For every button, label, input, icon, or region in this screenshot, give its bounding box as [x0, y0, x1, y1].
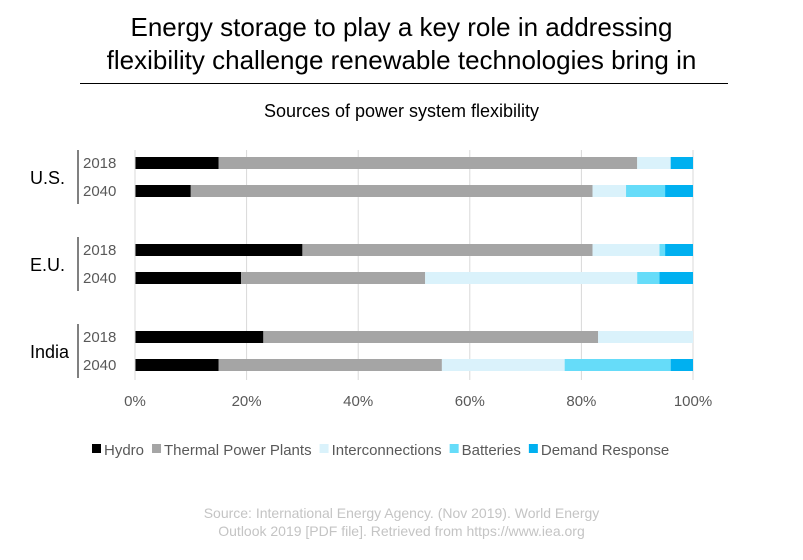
legend-label: Thermal Power Plants [164, 442, 312, 459]
title-line-1: Energy storage to play a key role in add… [130, 12, 673, 42]
group-label: U.S. [30, 168, 65, 188]
bar-segment-batteries [564, 359, 671, 371]
legend-swatch [528, 444, 538, 453]
row-label: 2018 [83, 329, 116, 346]
bar-chart: 0% 20% 40% 60% 80% 100% U.S. 2018 2040 E.U. 2018 20… [30, 150, 712, 459]
bar-segment-interconnections [592, 244, 660, 256]
bar-segment-thermal-power-plants [263, 331, 599, 343]
group-label: India [30, 342, 70, 362]
bar-segment-hydro [135, 244, 303, 256]
bar-segment-thermal-power-plants [218, 157, 638, 169]
row-label: 2040 [83, 270, 116, 287]
bar-segment-batteries [626, 185, 666, 197]
x-tick-label: 20% [232, 393, 262, 410]
bar-segment-hydro [135, 185, 191, 197]
legend-swatch [449, 444, 459, 453]
x-tick-label: 40% [343, 393, 373, 410]
bar-segment-demand-response [659, 272, 693, 284]
legend-label: Interconnections [332, 442, 442, 459]
x-tick-label: 0% [124, 393, 146, 410]
title-divider [80, 83, 728, 84]
group-label: E.U. [30, 255, 65, 275]
row-label: 2040 [83, 183, 116, 200]
bar-segment-interconnections [441, 359, 565, 371]
legend-swatch [319, 444, 329, 453]
x-tick-label: 60% [455, 393, 485, 410]
source-line-2: Outlook 2019 [PDF file]. Retrieved from … [218, 523, 585, 539]
x-tick-label: 100% [674, 393, 712, 410]
legend-swatch [92, 444, 101, 453]
bar-segment-batteries [637, 272, 660, 284]
row-label: 2040 [83, 357, 116, 374]
bar-segment-demand-response [670, 359, 693, 371]
row-label: 2018 [83, 155, 116, 172]
bar-segment-demand-response [670, 157, 693, 169]
x-tick-label: 80% [566, 393, 596, 410]
bar-segment-batteries [659, 244, 666, 256]
source-line-1: Source: International Energy Agency. (No… [203, 505, 600, 521]
bar-segment-thermal-power-plants [302, 244, 593, 256]
bar-segment-interconnections [637, 157, 671, 169]
bar-segment-thermal-power-plants [218, 359, 442, 371]
bar-segment-hydro [135, 272, 242, 284]
row-label: 2018 [83, 242, 116, 259]
bar-segment-thermal-power-plants [241, 272, 426, 284]
legend-swatch [152, 444, 162, 453]
bar-segment-interconnections [592, 185, 627, 197]
source-note: Source: International Energy Agency. (No… [0, 504, 803, 540]
bar-segment-demand-response [665, 185, 693, 197]
legend-label: Demand Response [541, 442, 669, 459]
title-line-2: flexibility challenge renewable technolo… [106, 45, 697, 75]
legend-label: Hydro [104, 442, 144, 459]
bar-segment-hydro [135, 331, 264, 343]
bar-segment-interconnections [598, 331, 693, 343]
bar-segment-hydro [135, 157, 219, 169]
legend-label: Batteries [462, 442, 521, 459]
bar-segment-interconnections [425, 272, 638, 284]
bar-segment-demand-response [665, 244, 693, 256]
chart-title: Sources of power system flexibility [263, 101, 540, 121]
bar-segment-thermal-power-plants [190, 185, 593, 197]
bar-segment-hydro [135, 359, 219, 371]
